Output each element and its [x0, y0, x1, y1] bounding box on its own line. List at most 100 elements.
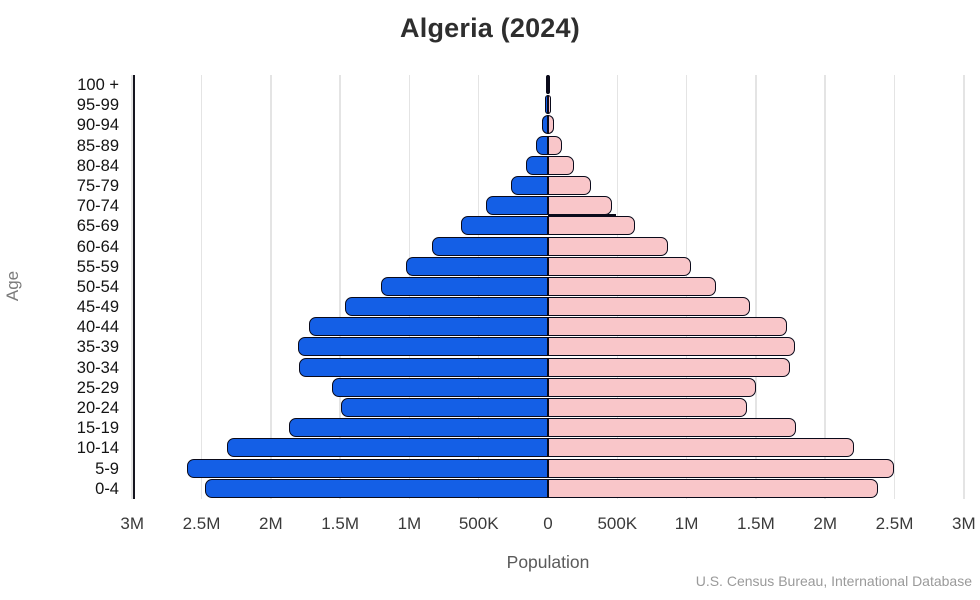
gridline — [963, 75, 965, 499]
pyramid-row-20-24 — [133, 398, 964, 418]
y-tick-label-30-34: 30-34 — [76, 358, 119, 377]
x-tick-label-1M: 1M — [674, 514, 699, 533]
female-bar-25-29 — [548, 377, 757, 397]
gridline — [131, 75, 133, 499]
male-bar-40-44 — [308, 317, 548, 337]
female-bar-75-79 — [548, 175, 591, 195]
gridline — [200, 75, 203, 499]
y-tick-label-55-59: 55-59 — [76, 257, 119, 276]
x-tick-label-0: 0 — [543, 514, 553, 533]
male-bar-30-34 — [298, 357, 548, 377]
pyramid-row-15-19 — [133, 418, 964, 438]
female-bar-95-99 — [548, 95, 552, 115]
male-bar-5-9 — [187, 458, 548, 478]
male-bar-70-74 — [486, 196, 548, 216]
x-tick-label-1.5M: 1.5M — [736, 514, 775, 533]
pyramid-row-25-29 — [133, 377, 964, 398]
y-tick-label-65-69: 65-69 — [76, 217, 119, 236]
pyramid-row-35-39 — [133, 337, 964, 357]
source-attribution: U.S. Census Bureau, International Databa… — [695, 573, 972, 589]
y-tick-label-35-39: 35-39 — [76, 338, 119, 357]
y-tick-label-20-24: 20-24 — [76, 399, 119, 418]
female-bar-35-39 — [548, 337, 795, 357]
y-tick-label-15-19: 15-19 — [76, 419, 119, 438]
pyramid-row-90-94 — [133, 115, 964, 135]
female-bar-30-34 — [548, 357, 790, 377]
female-bar-60-64 — [548, 236, 669, 256]
y-tick-label-10-14: 10-14 — [76, 439, 119, 458]
pyramid-row-0-4 — [133, 478, 964, 499]
pyramid-row-30-34 — [133, 357, 964, 378]
male-bar-0-4 — [204, 478, 548, 498]
y-tick-label-80-84: 80-84 — [76, 156, 119, 175]
female-bar-70-74 — [548, 196, 612, 216]
y-tick-label-70-74: 70-74 — [76, 197, 119, 216]
female-bar-85-89 — [548, 135, 562, 155]
female-bar-40-44 — [548, 317, 787, 337]
y-tick-label-40-44: 40-44 — [76, 318, 119, 337]
x-tick-label-2.5M: 2.5M — [875, 514, 914, 533]
male-bar-25-29 — [331, 377, 548, 397]
x-tick-label-500K: 500K — [597, 514, 638, 533]
male-bar-15-19 — [288, 418, 548, 438]
y-tick-label-60-64: 60-64 — [76, 237, 119, 256]
female-bar-80-84 — [548, 155, 575, 175]
x-tick-label-2.5M: 2.5M — [182, 514, 221, 533]
chart-artifact-line — [548, 214, 616, 217]
female-bar-5-9 — [548, 458, 895, 478]
plot-area — [131, 75, 965, 499]
female-bar-45-49 — [548, 297, 751, 317]
x-axis-title: Population — [506, 552, 590, 572]
y-tick-label-25-29: 25-29 — [76, 378, 119, 397]
chart-title: Algeria (2024) — [400, 13, 580, 43]
pyramid-row-60-64 — [133, 236, 964, 257]
pyramid-row-40-44 — [133, 317, 964, 337]
male-bar-35-39 — [298, 337, 548, 357]
y-tick-label-75-79: 75-79 — [76, 176, 119, 195]
gridline — [824, 75, 826, 499]
female-bar-65-69 — [548, 216, 636, 236]
gridline — [893, 75, 896, 499]
male-bar-10-14 — [227, 438, 548, 458]
y-tick-label-95-99: 95-99 — [76, 96, 119, 115]
male-bar-20-24 — [341, 398, 548, 418]
female-bar-100+ — [548, 75, 551, 94]
x-tick-label-500K: 500K — [458, 514, 499, 533]
gridline — [270, 75, 272, 499]
male-bar-80-84 — [526, 155, 548, 175]
pyramid-row-95-99 — [133, 95, 964, 115]
pyramid-row-75-79 — [133, 175, 964, 196]
y-tick-label-5-9: 5-9 — [95, 459, 119, 478]
x-tick-label-3M: 3M — [951, 514, 976, 533]
male-bar-100+ — [545, 75, 548, 94]
female-bar-55-59 — [548, 256, 691, 276]
y-tick-label-45-49: 45-49 — [76, 298, 119, 317]
female-bar-20-24 — [548, 398, 748, 418]
pyramid-row-5-9 — [133, 458, 964, 479]
male-bar-85-89 — [536, 135, 548, 155]
y-tick-label-90-94: 90-94 — [76, 116, 119, 135]
pyramid-row-45-49 — [133, 297, 964, 317]
pyramid-row-50-54 — [133, 276, 964, 297]
pyramid-row-70-74 — [133, 196, 964, 216]
gridline — [755, 75, 757, 499]
male-bar-60-64 — [431, 236, 548, 256]
male-bar-65-69 — [461, 216, 548, 236]
male-bar-95-99 — [545, 95, 548, 115]
male-bar-50-54 — [380, 276, 548, 296]
x-tick-label-3M: 3M — [120, 514, 144, 533]
x-tick-label-1.5M: 1.5M — [321, 514, 359, 533]
x-tick-label-2M: 2M — [813, 514, 837, 533]
pyramid-row-85-89 — [133, 135, 964, 156]
y-axis-spine — [133, 75, 136, 499]
y-tick-label-85-89: 85-89 — [76, 136, 119, 155]
female-bar-90-94 — [548, 115, 555, 135]
y-tick-label-0-4: 0-4 — [95, 479, 119, 498]
pyramid-row-80-84 — [133, 155, 964, 176]
pyramid-row-100+ — [133, 75, 964, 95]
pyramid-row-10-14 — [133, 438, 964, 458]
gridline — [339, 75, 341, 499]
male-bar-75-79 — [510, 175, 548, 195]
y-tick-label-100+: 100 + — [77, 76, 119, 94]
